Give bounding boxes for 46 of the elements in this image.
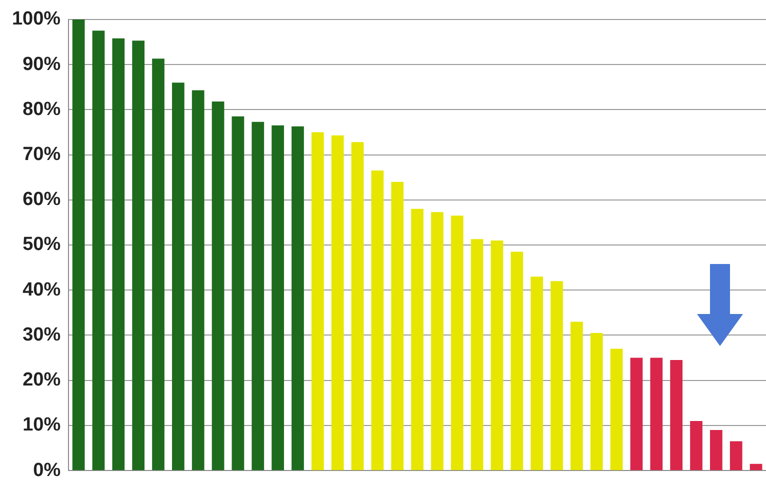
- bar: [710, 430, 722, 470]
- bar: [172, 82, 184, 470]
- bar: [92, 30, 105, 470]
- bar: [192, 90, 204, 470]
- bar: [730, 441, 742, 470]
- bar: [550, 281, 563, 470]
- y-tick-label: 40%: [22, 279, 61, 300]
- y-tick-label: 60%: [22, 189, 61, 210]
- y-tick-label: 0%: [33, 460, 61, 481]
- y-tick-label: 10%: [22, 414, 61, 436]
- y-tick-label: 90%: [22, 54, 61, 75]
- bar: [212, 102, 224, 470]
- bar: [351, 142, 364, 470]
- y-tick-label: 30%: [22, 324, 61, 346]
- bar: [112, 38, 125, 470]
- bar: [470, 239, 484, 470]
- bar: [272, 125, 284, 470]
- bar: [391, 182, 404, 470]
- bar: [232, 116, 244, 470]
- bar: [510, 252, 524, 470]
- bar: [530, 276, 544, 470]
- bar: [72, 19, 85, 470]
- bar: [610, 348, 623, 470]
- bar: [450, 216, 464, 470]
- y-tick-label: 50%: [22, 234, 61, 256]
- y-tick-label: 100%: [12, 8, 61, 30]
- bar: [311, 132, 324, 470]
- bar: [431, 212, 444, 470]
- y-tick-label: 20%: [22, 370, 61, 391]
- bar: [670, 360, 683, 470]
- y-tick-label: 80%: [22, 98, 61, 120]
- bar: [690, 420, 702, 470]
- y-tick-label: 70%: [22, 144, 61, 165]
- bar: [252, 122, 264, 470]
- bar: [650, 358, 663, 470]
- bar: [411, 208, 424, 470]
- bar: [132, 40, 145, 470]
- bar: [590, 332, 603, 470]
- bar: [152, 58, 164, 470]
- bar: [630, 358, 643, 470]
- bar: [750, 464, 762, 470]
- bar: [570, 322, 583, 470]
- bar: [292, 126, 304, 470]
- bar: [371, 170, 384, 470]
- bar: [331, 135, 344, 470]
- bar: [490, 240, 504, 470]
